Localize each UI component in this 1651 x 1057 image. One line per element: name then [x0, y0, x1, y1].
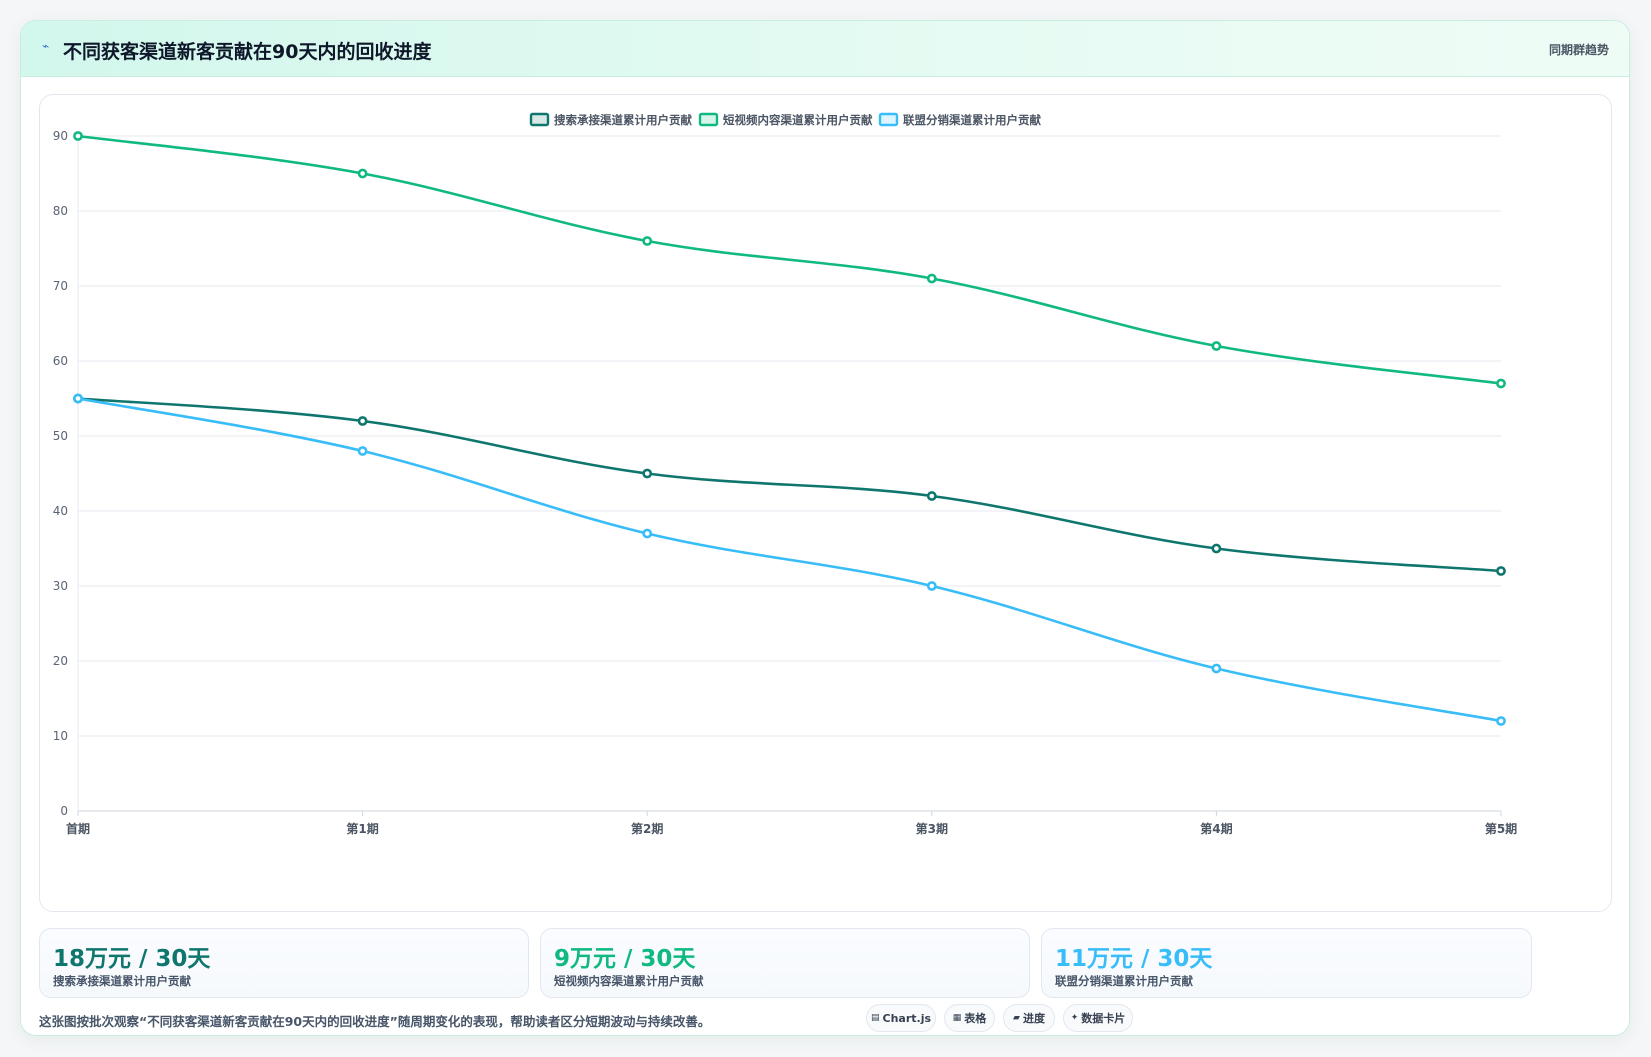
table-icon: ▦ [952, 1013, 962, 1023]
y-tick-label: 20 [53, 654, 68, 668]
progress-icon: ▰ [1013, 1013, 1020, 1023]
stat-label: 搜索承接渠道累计用户贡献 [53, 974, 191, 988]
chip-label: Chart.js [882, 1011, 932, 1025]
chip-progress[interactable]: ▰ 进度 [1003, 1004, 1055, 1032]
legend-label: 联盟分销渠道累计用户贡献 [903, 113, 1041, 127]
data-point [642, 236, 653, 246]
sparkle-icon: ✦ [1070, 1013, 1079, 1023]
y-tick-label: 90 [53, 129, 68, 143]
cohort-trend-tag: 同期群趋势 [1548, 43, 1609, 57]
data-point [1211, 663, 1222, 674]
series-line-0 [77, 397, 1502, 573]
chip-label: 进度 [1022, 1012, 1045, 1025]
stat-card-short-video: 9万元 / 30天 短视频内容渠道累计用户贡献 [540, 928, 1030, 998]
chart-card: ⌁ 不同获客渠道新客贡献在90天内的回收进度 同期群趋势 0 10 20 30 40 50… [20, 20, 1630, 1036]
legend-swatch [529, 112, 550, 127]
stat-value: 18万元 / 30天 [53, 946, 211, 972]
chip-data-card[interactable]: ✦ 数据卡片 [1063, 1004, 1133, 1032]
y-tick-label: 40 [53, 504, 68, 518]
series-line-1 [77, 134, 1502, 385]
data-point [73, 393, 83, 404]
stat-value: 9万元 / 30天 [554, 946, 696, 972]
chart-footnote: 这张图按批次观察“不同获客渠道新客贡献在90天内的回收进度”随周期变化的表现，帮… [39, 1014, 711, 1029]
y-tick-label: 10 [53, 729, 68, 743]
y-tick-label: 0 [60, 804, 68, 818]
card-header: ⌁ 不同获客渠道新客贡献在90天内的回收进度 同期群趋势 [21, 21, 1629, 77]
data-point [73, 131, 83, 141]
data-point [642, 528, 653, 539]
data-point [357, 168, 368, 179]
x-tick-label: 第2期 [631, 821, 663, 836]
data-point [926, 491, 937, 501]
legend-swatch [698, 112, 719, 127]
data-point [1496, 716, 1506, 726]
line-chart: 0 10 20 30 40 50 60 70 80 90 首期 第1期 第2期 第3期 第4期 第5期 搜索承接… [53, 112, 1517, 836]
data-point [926, 273, 937, 284]
data-point [642, 468, 653, 479]
series-line-2 [77, 397, 1502, 723]
y-tick-label: 70 [53, 279, 68, 293]
chip-label: 表格 [964, 1012, 987, 1025]
chip-label: 数据卡片 [1081, 1012, 1126, 1025]
trend-line-icon: ⌁ [42, 39, 50, 53]
stat-card-affiliate: 11万元 / 30天 联盟分销渠道累计用户贡献 [1041, 928, 1532, 998]
y-tick-label: 50 [53, 429, 68, 443]
x-tick-label: 第4期 [1200, 821, 1232, 836]
x-tick-label: 第3期 [916, 821, 948, 836]
data-point [1211, 543, 1222, 554]
data-point [357, 416, 368, 426]
stat-label: 短视频内容渠道累计用户贡献 [554, 974, 704, 988]
y-tick-label: 60 [53, 354, 68, 368]
x-tick-label: 第1期 [346, 821, 378, 836]
data-point [1211, 341, 1222, 351]
legend-swatch [878, 112, 899, 127]
data-point [926, 581, 937, 591]
chart-icon: ▤ [870, 1013, 880, 1023]
stat-label: 联盟分销渠道累计用户贡献 [1055, 974, 1193, 988]
chip-table[interactable]: ▦ 表格 [944, 1004, 995, 1032]
y-tick-label: 80 [53, 204, 68, 218]
data-point [1496, 378, 1506, 389]
y-tick-label: 30 [53, 579, 68, 593]
data-point [357, 446, 368, 456]
x-tick-label: 第5期 [1485, 821, 1517, 836]
x-tick-label: 首期 [66, 821, 90, 836]
chart-panel: 0 10 20 30 40 50 60 70 80 90 首期 第1期 第2期 第3期 第4期 第5期 搜索承接… [39, 94, 1612, 912]
chip-chartjs[interactable]: ▤ Chart.js [866, 1004, 936, 1032]
chart-title: 不同获客渠道新客贡献在90天内的回收进度 [63, 41, 432, 63]
stat-card-search: 18万元 / 30天 搜索承接渠道累计用户贡献 [39, 928, 529, 998]
legend-label: 短视频内容渠道累计用户贡献 [723, 113, 873, 127]
legend-label: 搜索承接渠道累计用户贡献 [554, 113, 692, 127]
data-point [1496, 566, 1506, 576]
stat-value: 11万元 / 30天 [1055, 946, 1213, 972]
